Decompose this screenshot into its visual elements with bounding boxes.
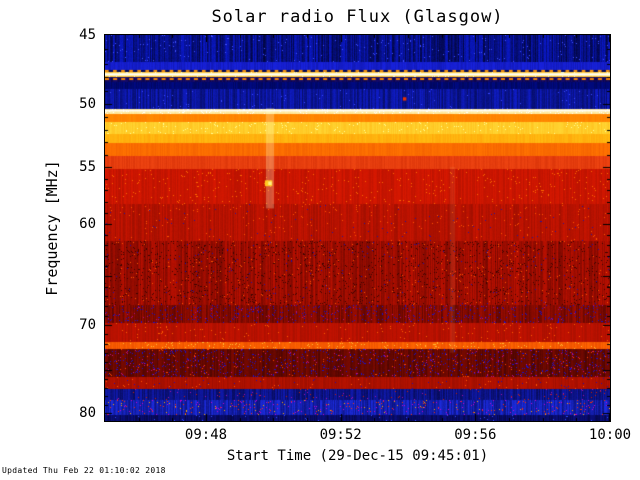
y-tick-label: 45	[79, 27, 96, 43]
chart-title: Solar radio Flux (Glasgow)	[211, 7, 504, 27]
updated-timestamp: Updated Thu Feb 22 01:10:02 2018	[2, 466, 166, 475]
plot-area	[104, 34, 611, 422]
y-tick-label: 80	[79, 404, 96, 421]
x-tick-label: 09:48	[184, 427, 228, 443]
y-tick-label: 60	[79, 215, 96, 232]
x-tick-label: 10:00	[588, 427, 632, 443]
x-axis-title: Start Time (29-Dec-15 09:45:01)	[226, 448, 489, 464]
y-tick-label: 55	[79, 158, 96, 175]
y-tick-label: 70	[79, 317, 96, 334]
x-tick-label: 09:56	[454, 427, 497, 443]
x-tick-label: 09:52	[319, 427, 362, 443]
y-tick-label: 50	[79, 96, 96, 113]
spectrogram-canvas	[105, 35, 610, 421]
